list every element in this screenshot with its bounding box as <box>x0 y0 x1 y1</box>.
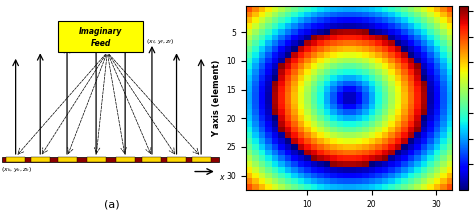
Text: $(x_k, y_k, z_k)$: $(x_k, y_k, z_k)$ <box>1 165 33 174</box>
Text: $x$: $x$ <box>219 173 226 182</box>
Bar <box>58 21 143 52</box>
Bar <box>31 157 50 162</box>
Bar <box>6 157 25 162</box>
Text: Feed: Feed <box>91 39 111 47</box>
Bar <box>116 157 135 162</box>
Y-axis label: Y axis (element): Y axis (element) <box>212 60 221 137</box>
Bar <box>143 157 162 162</box>
Bar <box>57 157 76 162</box>
Text: (a): (a) <box>104 199 119 209</box>
Text: Imaginary: Imaginary <box>79 27 122 36</box>
Bar <box>2 157 219 162</box>
Bar <box>167 157 186 162</box>
Bar <box>191 157 210 162</box>
Text: $(x_f, y_f, z_f)$: $(x_f, y_f, z_f)$ <box>146 37 175 46</box>
Bar <box>87 157 106 162</box>
